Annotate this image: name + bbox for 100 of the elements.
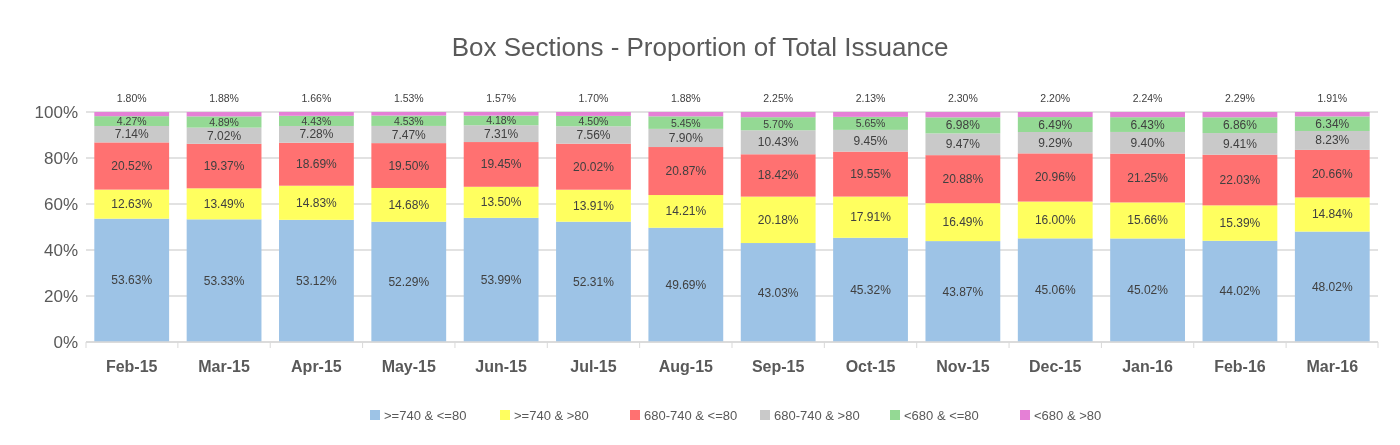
data-label: 7.28%	[299, 127, 334, 142]
bar	[1294, 231, 1370, 342]
bar	[1202, 133, 1278, 155]
data-label: 7.02%	[207, 128, 242, 143]
data-label: 19.37%	[203, 159, 245, 174]
bar	[463, 112, 539, 116]
legend-label: >=740 & >80	[514, 408, 589, 423]
data-label: 6.43%	[1130, 117, 1165, 132]
data-label: 14.21%	[665, 204, 707, 219]
bar	[925, 203, 1001, 242]
data-label: 44.02%	[1219, 284, 1261, 299]
x-tick-label: Feb-15	[105, 358, 158, 375]
bar	[1202, 205, 1278, 241]
bar	[925, 241, 1001, 342]
data-label: 21.25%	[1127, 171, 1169, 185]
chart-title: Box Sections - Proportion of Total Issuance	[451, 32, 949, 62]
data-label: 9.29%	[1038, 135, 1073, 150]
bar	[463, 217, 539, 342]
x-tick-label: Apr-15	[291, 358, 342, 375]
data-label: 4.43%	[301, 114, 332, 127]
data-label: 1.88%	[670, 92, 701, 104]
data-label: 19.50%	[388, 158, 430, 173]
x-tick-label: Oct-15	[845, 358, 896, 375]
x-tick-label: Feb-16	[1214, 358, 1266, 375]
bar	[925, 133, 1001, 156]
bar	[1110, 131, 1185, 154]
data-label: 53.63%	[111, 273, 153, 288]
data-label: 4.53%	[393, 114, 424, 127]
bar	[463, 142, 539, 187]
bar	[740, 154, 816, 197]
data-label: 2.30%	[947, 92, 978, 105]
bar	[1294, 197, 1370, 232]
x-tick-label: Nov-15	[936, 358, 990, 375]
data-label: 1.80%	[116, 92, 147, 105]
data-label: 18.42%	[757, 168, 799, 183]
bar	[1294, 149, 1370, 198]
x-tick-label: Aug-15	[658, 358, 714, 375]
bar	[833, 129, 908, 152]
data-label: 13.91%	[573, 198, 615, 213]
bar	[279, 185, 354, 220]
legend-label: <680 & <=80	[904, 408, 979, 423]
data-label: 20.52%	[111, 159, 153, 173]
bar	[1017, 238, 1093, 342]
data-label: 17.91%	[850, 210, 892, 225]
data-label: 19.55%	[850, 167, 892, 182]
bar	[1202, 154, 1278, 206]
bar	[94, 189, 170, 219]
bar	[1202, 112, 1278, 118]
data-label: 10.43%	[757, 135, 799, 150]
data-label: 43.87%	[942, 284, 984, 299]
x-tick-label: Mar-16	[1306, 358, 1359, 375]
bar	[556, 221, 631, 342]
data-label: 52.31%	[573, 274, 615, 289]
data-label: 22.03%	[1219, 173, 1261, 188]
data-label: 1.66%	[301, 91, 332, 104]
data-label: 53.99%	[480, 272, 522, 287]
x-tick-label: May-15	[381, 358, 436, 375]
data-label: 48.02%	[1311, 279, 1353, 294]
data-label: 52.29%	[388, 274, 430, 289]
data-label: 19.45%	[480, 157, 522, 172]
bar	[186, 143, 262, 189]
y-tick-label: 100%	[34, 103, 78, 122]
bar	[94, 112, 170, 117]
data-label: 53.12%	[296, 273, 338, 288]
data-label: 7.90%	[668, 130, 704, 145]
data-label: 45.02%	[1127, 283, 1169, 298]
data-label: 9.40%	[1130, 135, 1165, 150]
data-label: 13.50%	[480, 195, 522, 210]
bar	[94, 218, 170, 342]
data-label: 45.32%	[850, 282, 892, 297]
data-label: 1.70%	[578, 92, 609, 104]
data-label: 43.03%	[757, 285, 799, 300]
bar	[371, 112, 447, 116]
data-label: 2.20%	[1040, 92, 1071, 104]
data-label: 15.66%	[1127, 213, 1169, 228]
bar	[186, 112, 262, 117]
data-label: 20.88%	[942, 172, 984, 187]
data-label: 20.96%	[1034, 170, 1076, 185]
bar	[833, 151, 908, 197]
data-label: 5.65%	[855, 117, 886, 130]
data-label: 6.86%	[1222, 118, 1258, 133]
bar	[1110, 153, 1185, 203]
bar	[371, 143, 447, 188]
bar	[740, 111, 816, 118]
data-label: 4.50%	[578, 115, 609, 128]
bar	[1017, 112, 1093, 118]
data-label: 5.45%	[670, 116, 701, 129]
bar	[925, 155, 1001, 204]
y-tick-label: 0%	[53, 333, 78, 352]
data-label: 7.31%	[484, 126, 519, 141]
data-label: 16.00%	[1034, 212, 1076, 227]
data-label: 20.87%	[665, 164, 707, 179]
data-label: 1.91%	[1317, 92, 1348, 104]
bar	[463, 186, 539, 218]
legend-label: 680-740 & >80	[774, 408, 860, 423]
data-label: 20.02%	[573, 159, 615, 174]
bar	[1017, 201, 1093, 239]
x-tick-label: Jan-16	[1122, 358, 1174, 375]
bar	[1202, 240, 1278, 342]
data-label: 49.69%	[665, 277, 707, 292]
